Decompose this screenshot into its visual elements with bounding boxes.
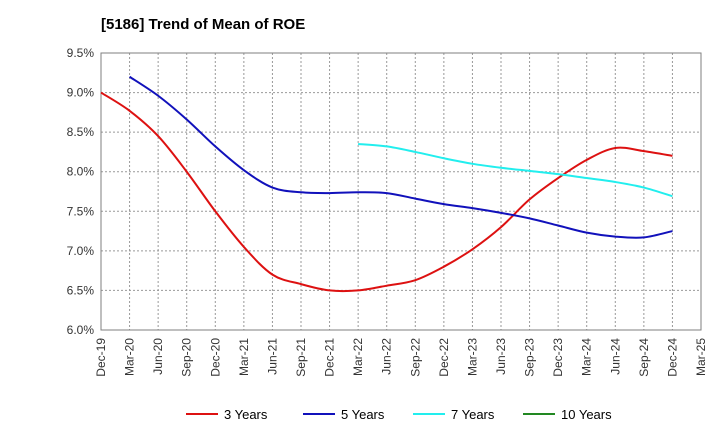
series-line-5-years <box>129 75 673 239</box>
x-tick-label: Dec-22 <box>437 338 451 377</box>
x-tick-label: Mar-21 <box>237 338 251 376</box>
x-tick-label: Dec-24 <box>665 338 679 377</box>
x-tick-label: Jun-21 <box>265 338 279 375</box>
x-tick-label: Sep-20 <box>180 338 194 377</box>
y-axis: 6.0% 6.5% 7.0% 7.5% 8.0% 8.5% 9.0% 9.5% <box>67 46 95 337</box>
x-tick-label: Jun-22 <box>380 338 394 375</box>
x-tick-label: Mar-22 <box>351 338 365 376</box>
series-lines <box>100 75 673 293</box>
grid <box>101 53 701 330</box>
x-tick-label: Jun-23 <box>494 338 508 375</box>
x-tick-label: Sep-21 <box>294 338 308 377</box>
y-tick-label: 7.5% <box>67 204 95 218</box>
x-tick-label: Dec-21 <box>323 338 337 377</box>
legend-label-7-years: 7 Years <box>451 407 495 422</box>
x-tick-label: Mar-25 <box>694 338 708 376</box>
series-line-3-years <box>100 91 673 293</box>
x-tick-label: Mar-20 <box>123 338 137 376</box>
x-axis: Dec-19 Mar-20 Jun-20 Sep-20 Dec-20 Mar-21 Jun-… <box>94 338 708 377</box>
x-tick-label: Sep-23 <box>523 338 537 377</box>
x-tick-label: Mar-23 <box>465 338 479 376</box>
y-tick-label: 6.0% <box>67 323 95 337</box>
y-tick-label: 9.5% <box>67 46 95 60</box>
x-tick-label: Mar-24 <box>580 338 594 376</box>
legend-label-10-years: 10 Years <box>561 407 612 422</box>
x-tick-label: Dec-20 <box>208 338 222 377</box>
y-tick-label: 7.0% <box>67 244 95 258</box>
legend-label-3-years: 3 Years <box>224 407 268 422</box>
x-tick-label: Sep-24 <box>637 338 651 377</box>
x-tick-label: Dec-19 <box>94 338 108 377</box>
x-tick-label: Dec-23 <box>551 338 565 377</box>
y-tick-label: 6.5% <box>67 283 95 297</box>
y-tick-label: 8.0% <box>67 165 95 179</box>
x-tick-label: Jun-20 <box>151 338 165 375</box>
plot-area <box>100 52 702 331</box>
legend: 3 Years 5 Years 7 Years 10 Years <box>186 407 612 422</box>
chart-title: [5186] Trend of Mean of ROE <box>101 16 305 33</box>
y-tick-label: 9.0% <box>67 86 95 100</box>
legend-label-5-years: 5 Years <box>341 407 385 422</box>
y-tick-label: 8.5% <box>67 125 95 139</box>
series-line-7-years <box>358 143 673 198</box>
x-tick-label: Jun-24 <box>608 338 622 375</box>
x-tick-label: Sep-22 <box>408 338 422 377</box>
